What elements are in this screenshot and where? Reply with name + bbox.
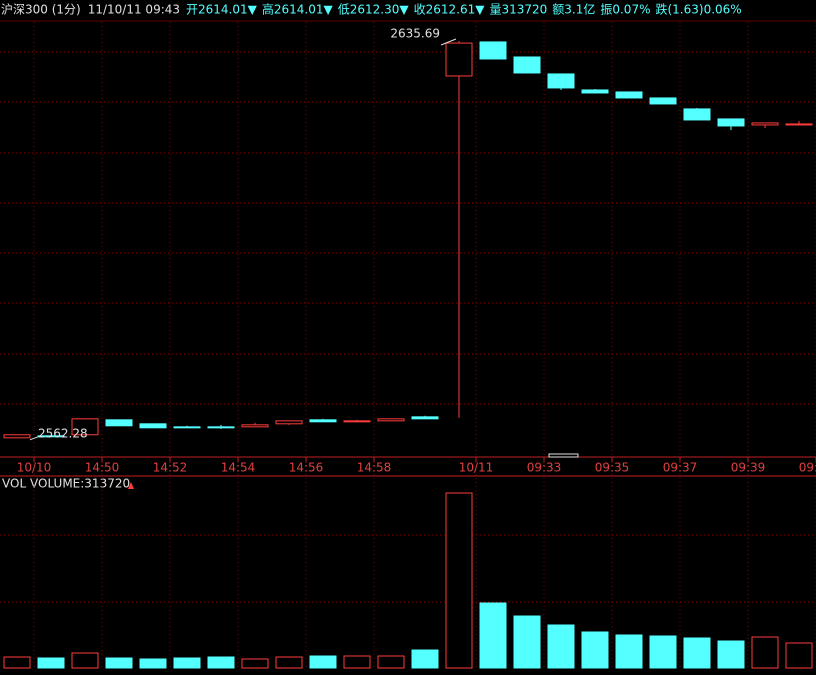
x-tick-label: 14:52 [153, 461, 188, 475]
x-tick-label: 09:41 [799, 461, 816, 475]
volume-bar [683, 637, 711, 669]
volume-bar [547, 624, 575, 669]
x-tick-label: 09:39 [731, 461, 766, 475]
candle-body [139, 423, 167, 429]
volume-bar [139, 658, 167, 669]
candle-body [377, 418, 405, 422]
volume-bar [785, 642, 813, 669]
annotation: 2562.28 [38, 426, 88, 440]
volume-bar [105, 657, 133, 669]
annotation: 2635.69 [390, 26, 440, 40]
candle-body [309, 419, 337, 423]
volume-bar [649, 635, 677, 669]
volume-readout: VOLUME:313720 [30, 477, 130, 491]
volume-bar [173, 657, 201, 669]
x-tick-label: 14:56 [289, 461, 324, 475]
x-tick-label: 14:58 [357, 461, 392, 475]
candle-body [445, 42, 473, 77]
volume-bar [513, 615, 541, 669]
volume-bar [3, 656, 31, 669]
volume-bar [615, 634, 643, 669]
candle-body [547, 73, 575, 89]
x-tick-label: 10/11 [459, 461, 494, 475]
annotation-leader [440, 38, 457, 46]
volume-bar [275, 656, 303, 669]
header-field: 低2612.30▼ [338, 3, 410, 17]
candle-body [717, 118, 745, 127]
volume-bar [241, 658, 269, 669]
volume-bar [207, 656, 235, 669]
header-field: 振0.07% [600, 3, 650, 17]
candle-body [71, 418, 99, 436]
candle-body [207, 426, 235, 429]
candle-body [343, 420, 371, 423]
candle-body [105, 419, 133, 427]
candle-body [615, 91, 643, 99]
header-field: 收2612.61▼ [414, 3, 486, 17]
volume-title: VOL [2, 477, 26, 491]
x-tick-label: 14:50 [85, 461, 120, 475]
volume-bar [717, 640, 745, 669]
volume-bar [343, 655, 371, 669]
candle-body [241, 424, 269, 428]
volume-bar [309, 655, 337, 669]
candle-body [683, 108, 711, 121]
candle-body [411, 416, 439, 420]
x-tick-label: 10/10 [17, 461, 52, 475]
volume-bar [445, 492, 473, 669]
candle-body [275, 420, 303, 425]
candle-body [581, 89, 609, 94]
candle-body [785, 123, 813, 126]
x-tick-label: 14:54 [221, 461, 256, 475]
candle-body [751, 122, 779, 126]
volume-bar [751, 636, 779, 669]
header-field: 开2614.01▼ [186, 3, 258, 17]
candle-body [649, 97, 677, 105]
instrument-name: 沪深300 (1分) [1, 3, 81, 17]
x-tick-label: 09:35 [595, 461, 630, 475]
candle-body [479, 41, 507, 60]
header-field: 量313720 [489, 3, 547, 17]
header-field: 跌(1.63)0.06% [655, 2, 741, 17]
volume-up-arrow [128, 482, 134, 489]
candle-body [173, 426, 201, 429]
candle-body [513, 56, 541, 74]
volume-bar [581, 631, 609, 669]
header: 沪深300 (1分) [1, 3, 81, 17]
volume-bar [37, 657, 65, 669]
volume-bar [377, 655, 405, 669]
x-tick-label: 09:37 [663, 461, 698, 475]
x-tick-label: 09:33 [527, 461, 562, 475]
volume-bar [411, 649, 439, 669]
volume-bar [71, 652, 99, 669]
header-field: 高2614.01▼ [262, 2, 334, 17]
header-field: 额3.1亿 [552, 2, 595, 17]
annotation-leader [29, 436, 39, 441]
candle-body [37, 435, 65, 438]
candle-body [3, 434, 31, 439]
volume-bar [479, 602, 507, 669]
cursor-marker [548, 453, 579, 458]
datetime: 11/10/11 09:43 [88, 3, 180, 17]
